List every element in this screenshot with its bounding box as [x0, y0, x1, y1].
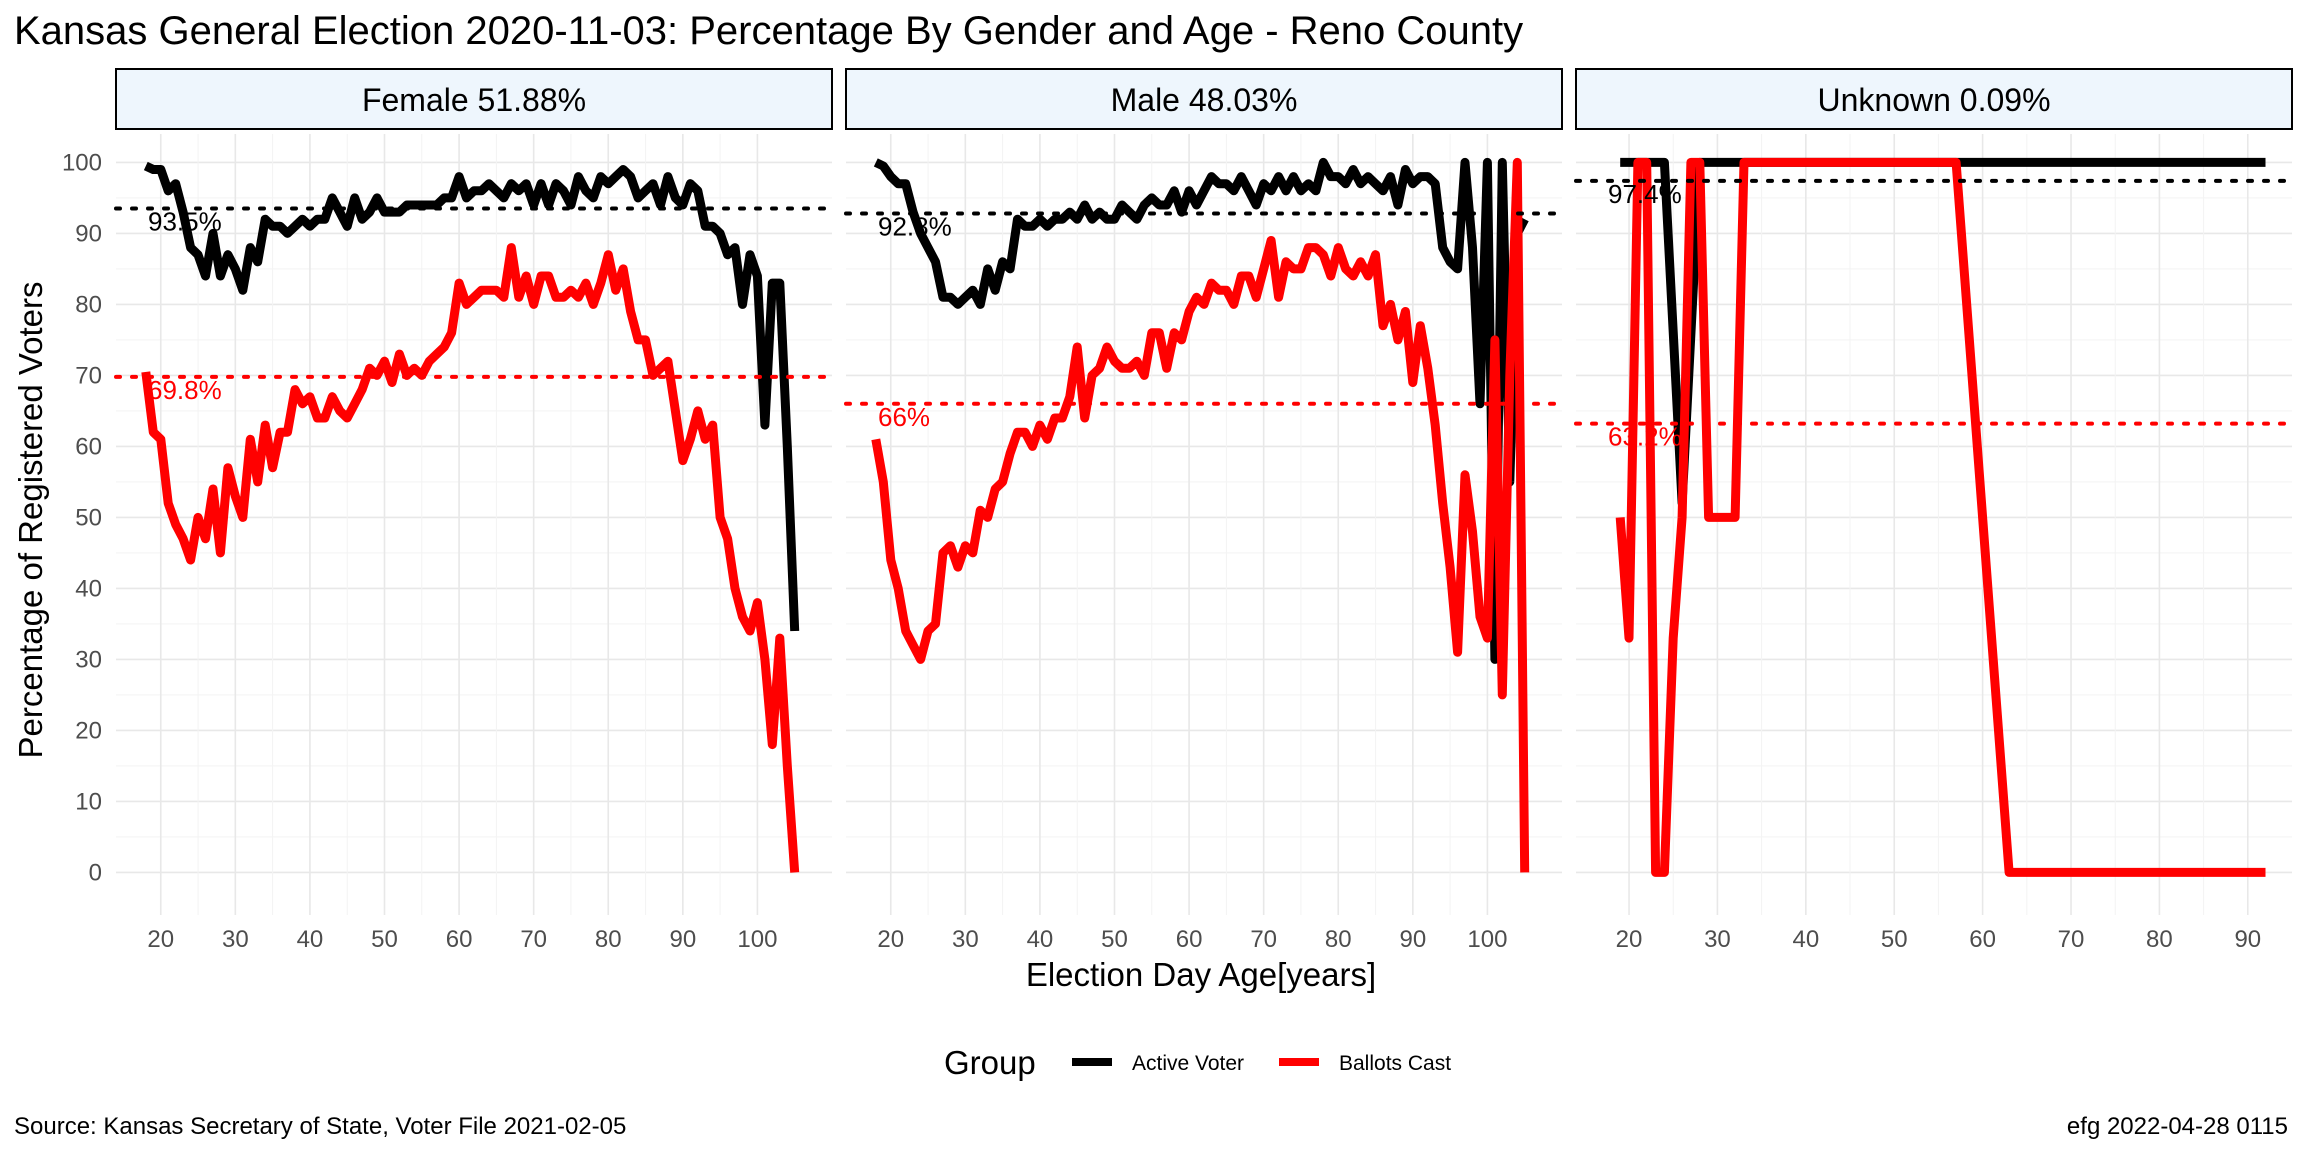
x-tick-label: 90	[669, 926, 696, 953]
panel-strip	[1575, 68, 2293, 130]
x-tick-label: 70	[2058, 926, 2085, 953]
ballots-cast-line	[1615, 157, 2266, 877]
ballots-cast-average-label: 69.8%	[148, 375, 222, 405]
x-tick-label: 50	[371, 926, 398, 953]
active-voter-average-label: 93.5%	[148, 207, 222, 237]
panel-strip-label: Female 51.88%	[362, 82, 586, 118]
legend-key-active-voter	[1072, 1058, 1112, 1066]
x-tick-label: 60	[446, 926, 473, 953]
x-tick-label: 30	[222, 926, 249, 953]
legend-label-active-voter: Active Voter	[1132, 1052, 1244, 1075]
x-tick-label: 70	[520, 926, 547, 953]
x-tick-label: 30	[1704, 926, 1731, 953]
legend-label-ballots-cast: Ballots Cast	[1339, 1052, 1451, 1075]
x-tick-label: 20	[1616, 926, 1643, 953]
y-tick-label: 10	[75, 788, 102, 815]
ballots-cast-average-label: 63.2%	[1608, 422, 1682, 452]
y-tick-label: 0	[89, 859, 102, 886]
y-tick-label: 30	[75, 646, 102, 673]
x-tick-label: 80	[1325, 926, 1352, 953]
active-voter-line	[143, 161, 800, 632]
legend-key-ballots-cast	[1279, 1058, 1319, 1066]
ballots-cast-average-label: 66%	[878, 402, 930, 432]
y-tick-label: 100	[62, 149, 102, 176]
y-tick-label: 40	[75, 575, 102, 602]
y-tick-label: 80	[75, 291, 102, 318]
y-tick-label: 50	[75, 504, 102, 531]
x-tick-label: 20	[147, 926, 174, 953]
x-tick-label: 30	[952, 926, 979, 953]
y-tick-label: 90	[75, 220, 102, 247]
x-tick-label: 90	[1399, 926, 1426, 953]
source-note: Source: Kansas Secretary of State, Voter…	[14, 1113, 626, 1140]
panel-1: Female 51.88% 20 30 40 50 60 70 80 90 100 0 10 20 30 4…	[62, 68, 834, 953]
y-tick-label: 20	[75, 717, 102, 744]
chart-title: Kansas General Election 2020-11-03: Perc…	[14, 9, 1523, 53]
active-voter-line	[873, 157, 1529, 664]
active-voter-average-label: 92.8%	[878, 212, 952, 242]
x-tick-label: 40	[297, 926, 324, 953]
x-tick-label: 40	[1027, 926, 1054, 953]
panel-2: Male 48.03% 20 30 40 50 60 70 80 90 100 92.8% 66%	[844, 68, 1564, 953]
x-tick-label: 50	[1881, 926, 1908, 953]
panels: Female 51.88% 20 30 40 50 60 70 80 90 100 0 10 20 30 4…	[62, 68, 2294, 953]
x-tick-label: 100	[1467, 926, 1507, 953]
x-tick-label: 40	[1792, 926, 1819, 953]
legend-title: Group	[944, 1044, 1036, 1081]
y-tick-label: 70	[75, 362, 102, 389]
x-tick-label: 60	[1176, 926, 1203, 953]
ballots-cast-line	[871, 157, 1530, 873]
x-tick-label: 80	[2146, 926, 2173, 953]
panel-3: Unknown 0.09% 20 30 40 50 60 70 80 90 97.4% 63.2%	[1574, 68, 2294, 953]
panel-strip	[845, 68, 1563, 130]
x-axis-label: Election Day Age[years]	[1026, 956, 1376, 993]
x-tick-label: 20	[877, 926, 904, 953]
legend: Group Active Voter Ballots Cast	[944, 1044, 1451, 1081]
panel-strip	[115, 68, 833, 130]
x-tick-label: 80	[595, 926, 622, 953]
active-voter-average-label: 97.4%	[1608, 179, 1682, 209]
x-tick-label: 70	[1250, 926, 1277, 953]
x-tick-label: 100	[737, 926, 777, 953]
y-tick-label: 60	[75, 433, 102, 460]
credit-note: efg 2022-04-28 0115	[2067, 1113, 2288, 1140]
ballots-cast-line	[141, 243, 800, 873]
y-axis-label: Percentage of Registered Voters	[12, 282, 49, 759]
x-tick-label: 90	[2234, 926, 2261, 953]
panel-strip-label: Male 48.03%	[1111, 82, 1298, 118]
x-tick-label: 50	[1101, 926, 1128, 953]
x-tick-label: 60	[1969, 926, 1996, 953]
panel-strip-label: Unknown 0.09%	[1817, 82, 2050, 118]
